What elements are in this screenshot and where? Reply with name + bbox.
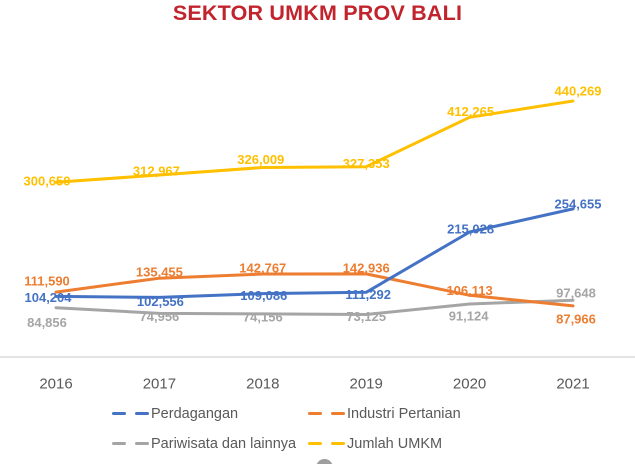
data-label-perdagangan-2017: 102,556 xyxy=(137,294,184,309)
legend-item-industri-pertanian: Industri Pertanian xyxy=(308,403,461,424)
legend-item-jumlah-umkm: Jumlah UMKM xyxy=(308,433,461,454)
chart-title: SEKTOR UMKM PROV BALI xyxy=(172,1,463,25)
data-label-jumlah-umkm-2017: 312,967 xyxy=(133,164,180,179)
legend-marker-perdagangan-icon xyxy=(112,412,149,415)
series-line-pariwisata-dan-lainnya xyxy=(54,298,575,316)
data-label-industri-pertanian-2021: 87,966 xyxy=(556,311,596,326)
x-tick-label-2020: 2020 xyxy=(453,376,486,393)
chart-legend: Perdagangan Industri Pertanian Pariwisat… xyxy=(112,403,461,454)
legend-item-pariwisata: Pariwisata dan lainnya xyxy=(112,433,308,454)
legend-marker-pariwisata-icon xyxy=(112,442,149,445)
legend-marker-jumlah-umkm-icon xyxy=(308,442,345,445)
legend-label-pariwisata: Pariwisata dan lainnya xyxy=(151,435,297,452)
data-label-perdagangan-2016: 104,204 xyxy=(25,290,73,305)
data-label-perdagangan-2021: 254,655 xyxy=(555,196,602,211)
legend-item-perdagangan: Perdagangan xyxy=(112,403,308,424)
data-label-industri-pertanian-2019: 142,936 xyxy=(343,260,390,275)
legend-label-industri-pertanian: Industri Pertanian xyxy=(347,405,461,422)
x-tick-label-2019: 2019 xyxy=(350,376,383,393)
data-label-industri-pertanian-2017: 135,455 xyxy=(136,265,183,280)
data-label-industri-pertanian-2018: 142,767 xyxy=(239,261,286,276)
data-label-pariwisata-dan-lainnya-2017: 74,956 xyxy=(140,309,180,324)
data-label-perdagangan-2019: 111,292 xyxy=(345,287,391,302)
x-tick-label-2021: 2021 xyxy=(556,376,589,393)
data-label-pariwisata-dan-lainnya-2019: 73,125 xyxy=(346,309,386,324)
legend-marker-industri-pertanian-icon xyxy=(308,412,345,415)
x-tick-label-2018: 2018 xyxy=(246,376,279,393)
data-label-industri-pertanian-2016: 111,590 xyxy=(24,274,70,289)
partial-circle-cutoff xyxy=(316,459,333,464)
x-tick-label-2017: 2017 xyxy=(143,376,176,393)
x-tick-label-2016: 2016 xyxy=(39,376,72,393)
data-label-jumlah-umkm-2020: 412,265 xyxy=(447,104,494,119)
legend-label-jumlah-umkm: Jumlah UMKM xyxy=(347,435,443,452)
data-label-jumlah-umkm-2019: 327,353 xyxy=(343,156,390,171)
data-label-pariwisata-dan-lainnya-2020: 91,124 xyxy=(449,309,490,324)
data-label-pariwisata-dan-lainnya-2016: 84,856 xyxy=(27,315,67,330)
data-label-industri-pertanian-2020: 106,113 xyxy=(446,283,492,298)
series-line-jumlah-umkm xyxy=(54,99,575,184)
legend-label-perdagangan: Perdagangan xyxy=(151,405,239,422)
data-label-pariwisata-dan-lainnya-2021: 97,648 xyxy=(556,286,596,301)
data-label-jumlah-umkm-2016: 300,650 xyxy=(24,174,71,189)
series-line-perdagangan xyxy=(54,207,575,299)
line-chart-plot: 104,204 102,556 109,086 111,292 215,028 254,6… xyxy=(0,84,635,393)
data-label-pariwisata-dan-lainnya-2018: 74,156 xyxy=(243,309,283,324)
series-line-industri-pertanian xyxy=(54,272,575,308)
data-label-jumlah-umkm-2021: 440,269 xyxy=(555,84,602,99)
data-label-perdagangan-2020: 215,028 xyxy=(447,222,494,237)
data-label-perdagangan-2018: 109,086 xyxy=(240,288,287,303)
data-label-jumlah-umkm-2018: 326,009 xyxy=(237,152,284,167)
